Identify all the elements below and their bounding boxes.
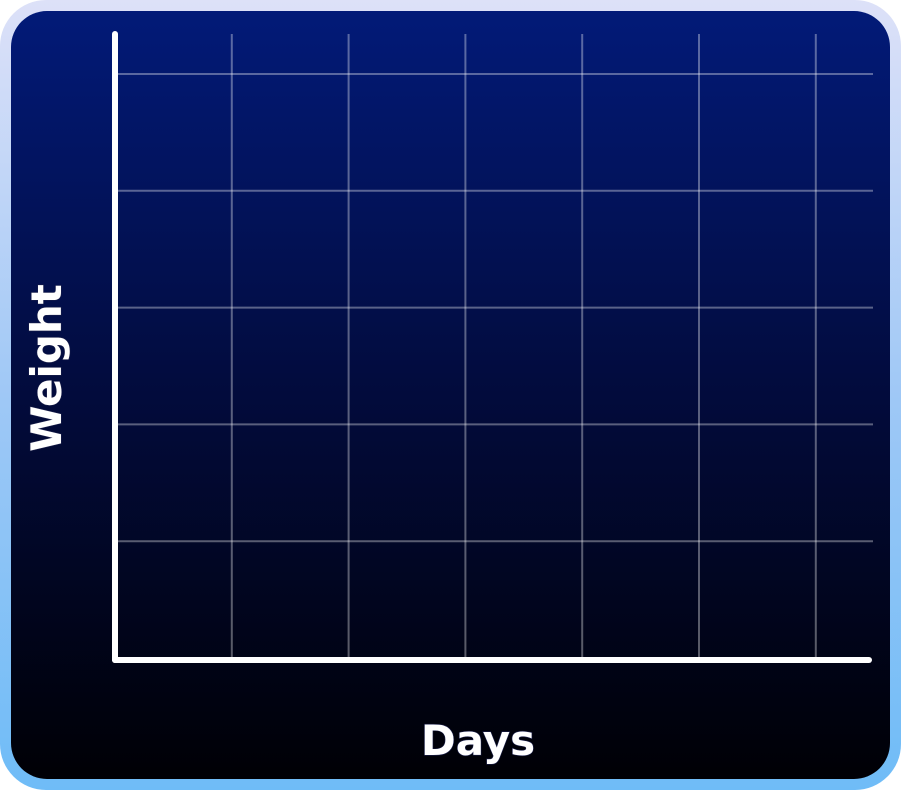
x-axis-label: Days bbox=[421, 716, 535, 765]
chart-panel: Days Weight bbox=[11, 11, 890, 779]
empty-line-chart: Days Weight bbox=[21, 31, 873, 766]
grid bbox=[115, 34, 873, 658]
y-axis-label: Weight bbox=[22, 284, 71, 452]
